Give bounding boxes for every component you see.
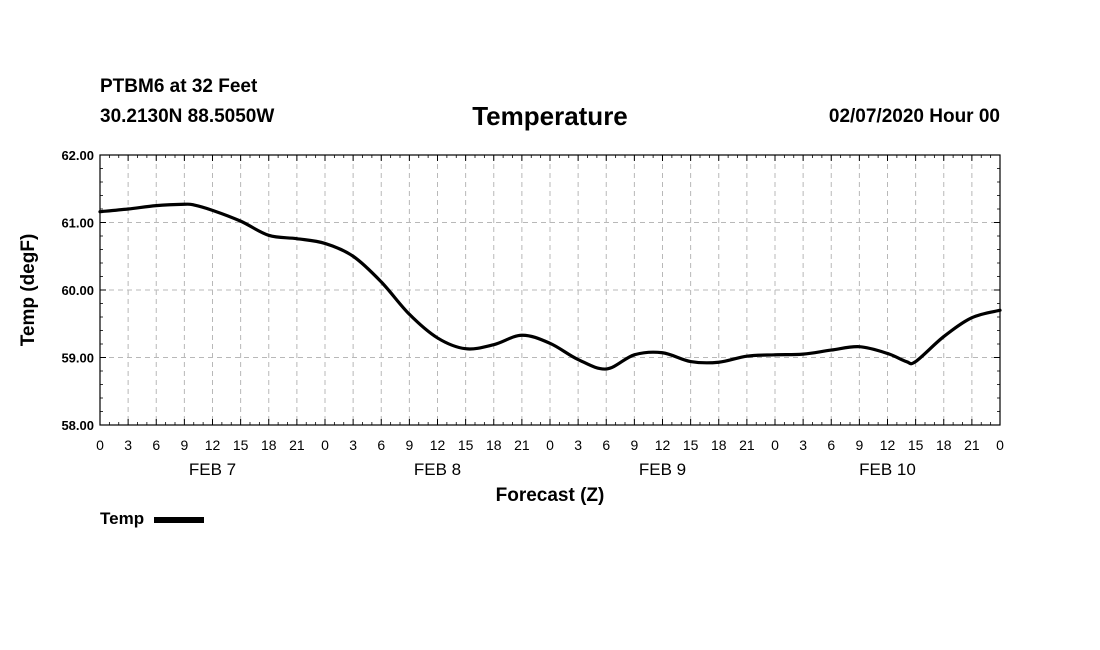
- x-tick-label: 18: [711, 437, 727, 453]
- forecast-run-time: 02/07/2020 Hour 00: [828, 106, 1000, 127]
- y-tick-label: 59.00: [61, 351, 94, 366]
- grid: [100, 155, 1000, 425]
- station-name: PTBM6 at 32 Feet: [100, 76, 258, 97]
- x-tick-label: 6: [152, 437, 160, 453]
- x-tick-label: 0: [321, 437, 329, 453]
- y-tick-label: 58.00: [61, 418, 94, 433]
- x-tick-label: 18: [261, 437, 277, 453]
- x-tick-label: 15: [908, 437, 924, 453]
- x-tick-label: 0: [996, 437, 1004, 453]
- x-tick-label: 21: [739, 437, 755, 453]
- x-tick-label: 18: [486, 437, 502, 453]
- y-axis-title: Temp (degF): [18, 234, 39, 347]
- x-tick-label: 6: [827, 437, 835, 453]
- station-coordinates: 30.2130N 88.5050W: [100, 106, 275, 127]
- x-tick-label: 15: [683, 437, 699, 453]
- x-tick-label: 6: [377, 437, 385, 453]
- x-tick-label: 21: [289, 437, 305, 453]
- x-tick-label: 9: [855, 437, 863, 453]
- x-tick-label: 9: [405, 437, 413, 453]
- y-tick-label: 62.00: [61, 148, 94, 163]
- x-tick-label: 9: [630, 437, 638, 453]
- x-tick-label: 21: [514, 437, 530, 453]
- x-tick-label: 12: [430, 437, 446, 453]
- day-label: FEB 7: [189, 460, 236, 479]
- x-tick-label: 0: [771, 437, 779, 453]
- plot-frame: [99, 154, 1001, 426]
- x-tick-label: 12: [655, 437, 671, 453]
- day-label: FEB 8: [414, 460, 461, 479]
- x-tick-label: 0: [96, 437, 104, 453]
- x-tick-label: 12: [205, 437, 221, 453]
- x-tick-label: 3: [124, 437, 132, 453]
- day-label: FEB 10: [859, 460, 916, 479]
- x-tick-label: 15: [458, 437, 474, 453]
- x-tick-label: 3: [799, 437, 807, 453]
- x-tick-label: 9: [180, 437, 188, 453]
- temp-series-line: [98, 202, 1002, 371]
- axis-labels: 0 3 6 9 12 15 18 21 0 3 6 9 12 15 18 21 0 3 6 9 12 15 18 21 0 3 6 9…: [61, 148, 1004, 479]
- chart-title: Temperature: [472, 101, 628, 131]
- x-axis-title: Forecast (Z): [496, 485, 605, 506]
- x-tick-label: 12: [880, 437, 896, 453]
- y-tick-label: 61.00: [61, 216, 94, 231]
- day-label: FEB 9: [639, 460, 686, 479]
- legend-label: Temp: [100, 509, 145, 528]
- x-tick-label: 3: [574, 437, 582, 453]
- x-tick-label: 15: [233, 437, 249, 453]
- x-tick-label: 6: [602, 437, 610, 453]
- x-tick-label: 18: [936, 437, 952, 453]
- legend: Temp: [100, 509, 205, 529]
- series-layer: [98, 202, 1002, 371]
- y-tick-label: 60.00: [61, 283, 94, 298]
- x-tick-label: 21: [964, 437, 980, 453]
- x-tick-label: 0: [546, 437, 554, 453]
- legend-line-swatch: [154, 517, 205, 523]
- x-tick-label: 3: [349, 437, 357, 453]
